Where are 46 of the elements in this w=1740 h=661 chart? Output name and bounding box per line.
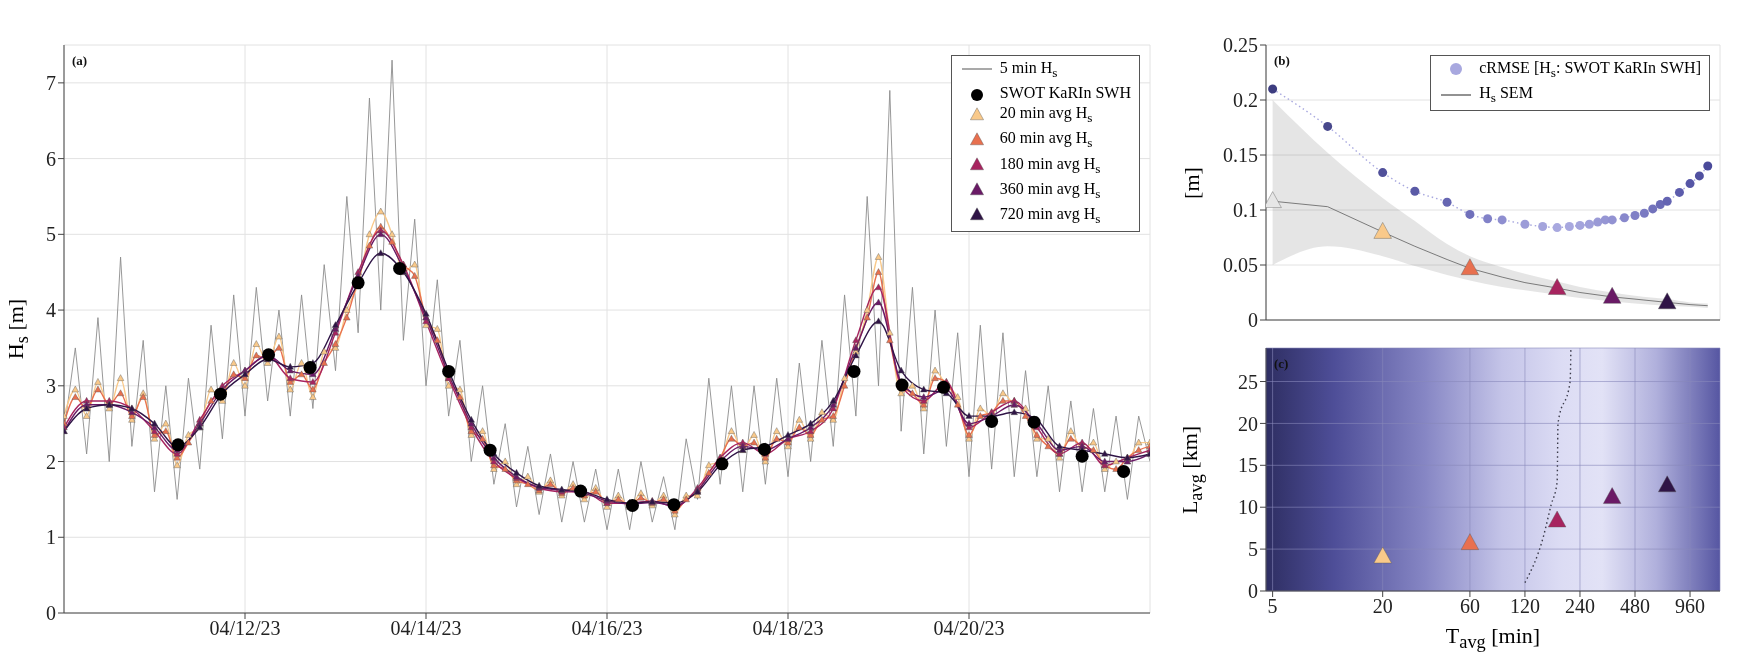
- legend-label: cRMSE [H$_{s}$: SWOT KaRIn SWH]: [1479, 59, 1701, 81]
- x-tick-label: 960: [1675, 595, 1706, 618]
- y-tick-label: 0: [1248, 580, 1258, 603]
- annotation: (b): [1274, 53, 1290, 69]
- y-tick-label: 0.25: [1223, 34, 1258, 57]
- y-tick-label: 0: [1248, 309, 1258, 332]
- y-tick-label: 0.1: [1233, 199, 1258, 222]
- legend-label: 360 min avg H$_{s}$: [999, 179, 1101, 201]
- x-tick-label: 480: [1620, 595, 1651, 618]
- x-tick-label: 5: [1267, 595, 1278, 618]
- y-tick-label: 5: [46, 223, 56, 246]
- x-tick-label: 20: [1372, 595, 1393, 618]
- y-tick-label: 20: [1238, 412, 1258, 435]
- legend-label: 20 min avg H$_{s}$: [999, 104, 1093, 126]
- y-tick-label: 0.15: [1223, 144, 1258, 167]
- y-tick-label: 25: [1238, 370, 1258, 393]
- y-tick-label: 0: [46, 602, 56, 625]
- y-tick-label: 2: [46, 450, 56, 473]
- legend-label: 720 min avg H$_{s}$: [999, 204, 1101, 227]
- legend-label: 60 min avg H$_{s}$: [999, 129, 1093, 151]
- y-tick-label: 7: [46, 71, 56, 94]
- x-tick-label: 04/12/23: [209, 617, 281, 640]
- x-tick-label: 04/18/23: [752, 617, 824, 640]
- annotation: (c): [1274, 356, 1289, 372]
- y-tick-label: 0.05: [1223, 254, 1258, 277]
- y-tick-label: 3: [46, 374, 56, 397]
- x-tick-label: 04/16/23: [571, 617, 643, 640]
- x-tick-label: 120: [1509, 595, 1540, 618]
- legend-label: 180 min avg H$_{s}$: [999, 154, 1101, 176]
- x-tick-label: 04/14/23: [390, 617, 462, 640]
- x-tick-label: 60: [1459, 595, 1480, 618]
- y-tick-label: 15: [1238, 454, 1258, 477]
- legend-label: 5 min H$_{s}$: [999, 59, 1058, 81]
- annotation: (a): [72, 53, 88, 69]
- y-tick-label: 4: [46, 299, 56, 322]
- x-tick-label: 04/20/23: [933, 617, 1005, 640]
- x-tick-label: 240: [1564, 595, 1595, 618]
- y-tick-label: 0.2: [1233, 89, 1258, 112]
- y-axis-title: [m]: [1179, 166, 1204, 199]
- y-tick-label: 5: [1248, 538, 1258, 561]
- legend-label: SWOT KaRIn SWH: [999, 84, 1131, 102]
- y-tick-label: 1: [46, 526, 56, 549]
- y-tick-label: 10: [1238, 496, 1258, 519]
- legend-label: H$_{s}$ SEM: [1479, 84, 1533, 106]
- x-axis-title: T$_{avg}$ [min]: [1445, 623, 1541, 653]
- y-tick-label: 6: [46, 147, 56, 170]
